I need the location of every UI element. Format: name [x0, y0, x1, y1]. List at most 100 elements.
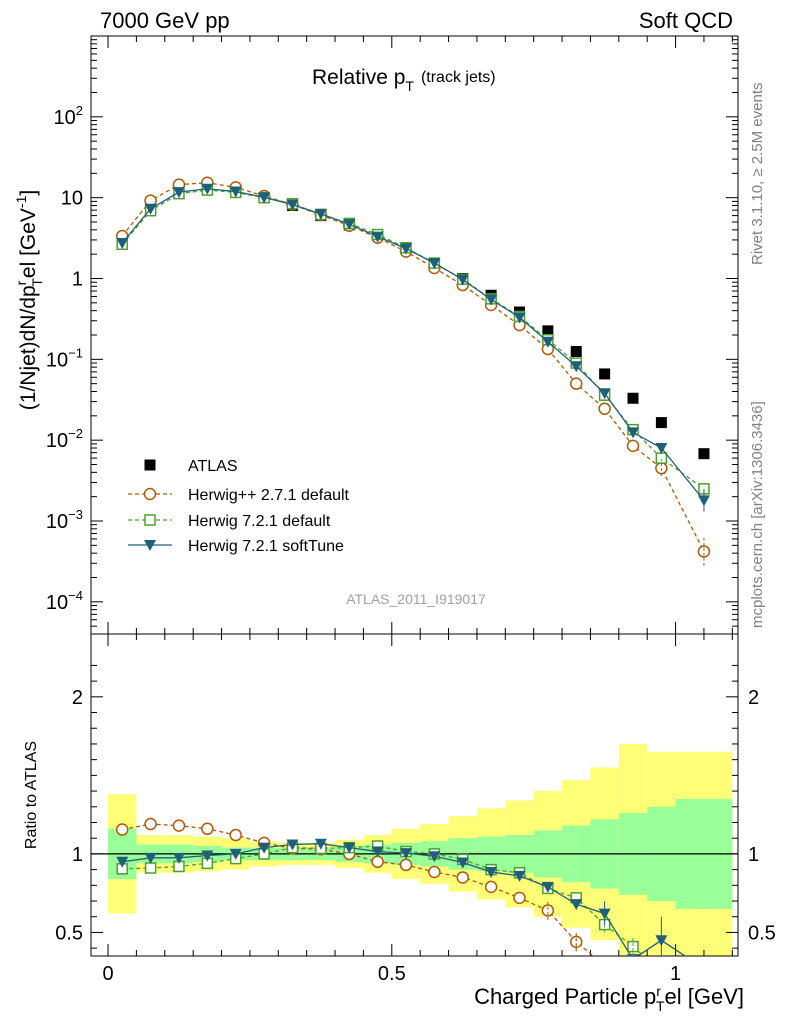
ratio-data-point [258, 842, 271, 854]
data-point [627, 427, 640, 439]
legend-marker [144, 459, 156, 471]
ratio-data-point [229, 828, 242, 842]
ratio-data-point [456, 871, 469, 884]
y-tick-label: 10−4 [46, 588, 83, 614]
y-tick-label-exponent: −1 [68, 345, 83, 360]
data-point [371, 231, 384, 243]
ratio-data-point [456, 857, 469, 869]
ratio-y-tick-label-right: 1 [748, 844, 759, 866]
x-tick-label: 0.5 [378, 963, 406, 985]
data-point [456, 274, 469, 286]
y-tick-label: 10−3 [46, 507, 83, 533]
data-point [626, 439, 640, 453]
legend-marker [143, 487, 157, 501]
y-tick-label-base: 10 [46, 511, 68, 533]
plot-title-note: (track jets) [421, 69, 496, 86]
ratio-data-point [144, 862, 157, 874]
plot-title-sub: T [405, 78, 414, 94]
rivet-label: Rivet 3.1.10, ≥ 2.5M events [749, 83, 766, 266]
data-point [513, 312, 526, 324]
data-point [116, 237, 129, 249]
data-point [172, 187, 185, 199]
y-tick-label-exponent: −4 [68, 588, 83, 603]
plot-title: Relative pT (track jets) [312, 66, 496, 94]
ratio-data-point [371, 846, 384, 858]
x-axis-label: Charged Particle pr Tel [GeV] [474, 983, 744, 1014]
data-point [541, 336, 554, 348]
legend-label: Herwig 7.2.1 softTune [188, 538, 344, 555]
ratio-y-tick-label: 1 [72, 844, 83, 866]
y-tick-label: 10−1 [46, 345, 83, 371]
legend-label: ATLAS [188, 458, 238, 475]
ratio-data-point [144, 817, 157, 831]
ratio-data-point [314, 838, 327, 850]
data-point [343, 219, 356, 231]
y-axis-label-tail: el [GeV [17, 208, 40, 278]
ratio-data-point [428, 851, 441, 863]
x-axis-label-tail: el [GeV] [665, 984, 744, 1009]
x-tick-label: 1 [670, 963, 681, 985]
data-point [598, 388, 611, 400]
data-point [229, 186, 242, 198]
data-point [542, 325, 554, 337]
ratio-data-point [229, 848, 242, 860]
x-axis-label-sup: r [656, 983, 661, 999]
data-point [258, 192, 271, 204]
ratio-data-point [541, 904, 555, 917]
y-axis-label-sup: r [13, 280, 29, 285]
ratio-data-point [513, 870, 526, 882]
ratio-y-axis-label: Ratio to ATLAS [23, 741, 40, 849]
y-tick-label-exponent: −2 [68, 426, 83, 441]
data-point [697, 545, 711, 558]
data-point [627, 392, 639, 404]
data-point [570, 377, 583, 390]
plot-title-main: Relative p [312, 66, 405, 89]
ratio-data-point [399, 858, 413, 872]
ratio-data-point [116, 856, 129, 868]
y-tick-label-exponent: −3 [68, 507, 83, 522]
watermark: ATLAS_2011_I919017 [346, 591, 486, 607]
ratio-series-group [115, 817, 687, 956]
data-point [655, 443, 668, 455]
ratio-data-point [201, 850, 214, 862]
ratio-data-point [541, 881, 554, 893]
ratio-data-point [485, 866, 498, 878]
ratio-data-point [399, 848, 412, 860]
data-point [570, 361, 583, 373]
y-tick-label: 10−2 [46, 426, 83, 452]
y-tick-label-base: 10 [61, 188, 83, 210]
legend-label: Herwig 7.2.1 default [188, 513, 331, 530]
data-point [570, 345, 582, 357]
ratio-data-point [371, 855, 384, 869]
ratio-plot-panel: Ratio to ATLAS Charged Particle pr Tel [G… [23, 633, 776, 1014]
x-axis-label-main: Charged Particle p [474, 984, 656, 1009]
ratio-y-tick-label-right: 0.5 [748, 922, 776, 944]
ratio-data-point [144, 852, 157, 864]
ratio-data-point [115, 823, 129, 836]
y-tick-label-exponent: 2 [76, 103, 83, 118]
y-axis-label-sub: T [29, 278, 45, 287]
mcplots-label: mcplots.cern.ch [arXiv:1306.3436] [749, 401, 766, 628]
ratio-y-tick-label: 0.5 [55, 922, 83, 944]
series-line [121, 188, 705, 501]
data-point [428, 258, 441, 270]
series-line [121, 189, 705, 490]
data-point [485, 294, 498, 306]
data-point [399, 243, 412, 255]
y-tick-label-base: 10 [46, 592, 68, 614]
ratio-data-point [627, 940, 639, 953]
y-tick-label-base: 10 [54, 107, 76, 129]
ratio-data-point [428, 865, 441, 879]
data-point [201, 183, 214, 195]
legend-marker [144, 514, 156, 526]
ratio-data-point [513, 891, 526, 905]
y-axis-label-exp: -1 [13, 195, 29, 208]
y-tick-label-base: 1 [72, 268, 83, 290]
ratio-plot-frame [90, 633, 739, 957]
y-tick-label: 10 [61, 188, 83, 210]
legend-label: Herwig++ 2.7.1 default [188, 487, 350, 504]
y-axis-label-end: ] [17, 190, 40, 196]
ratio-data-point [172, 852, 185, 864]
data-point [598, 402, 611, 415]
y-axis-label: (1/Njet)dN/dprTel [GeV-1] [13, 190, 45, 410]
